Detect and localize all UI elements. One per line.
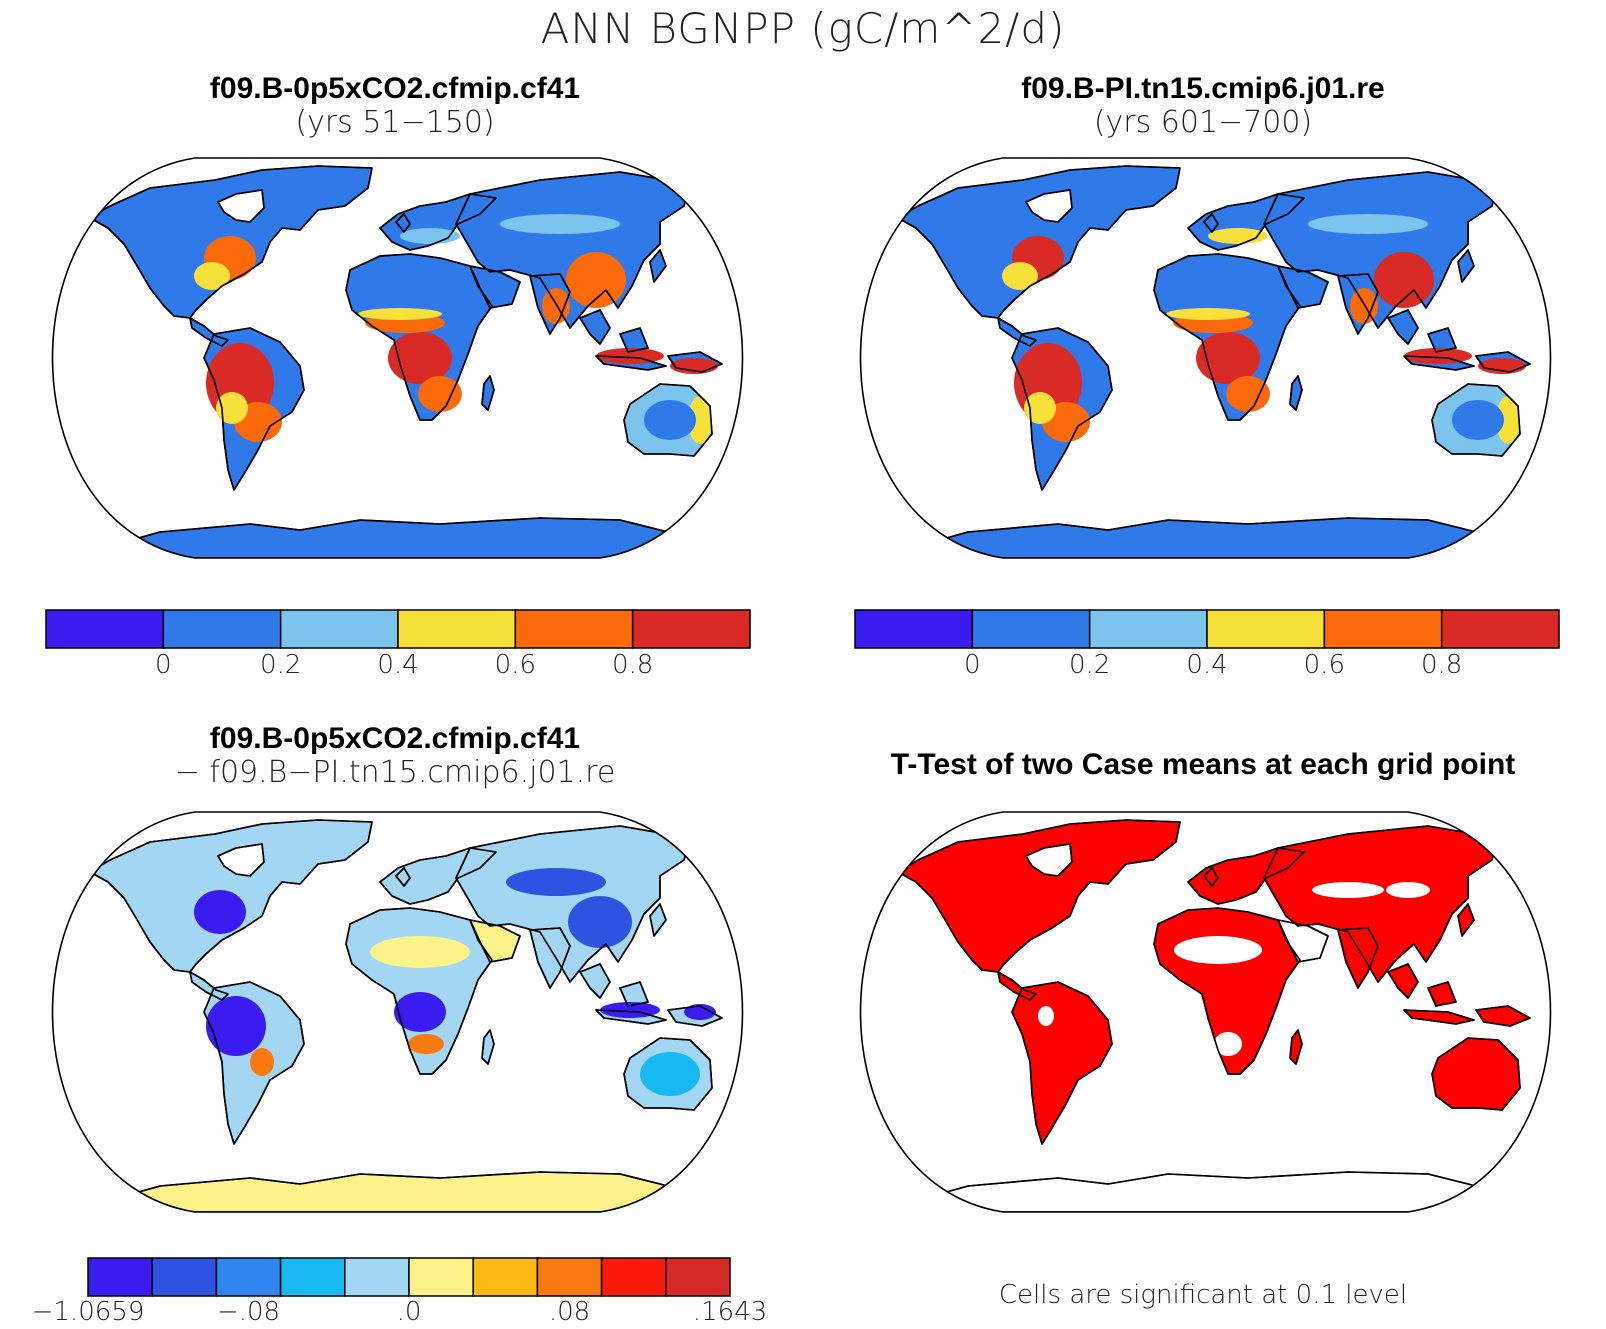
colorbar-tick-label: 0: [964, 650, 981, 680]
colorbar-swatch: [45, 609, 165, 649]
panel-case1-title-line1: f09.B-0p5xCO2.cfmip.cf41: [209, 72, 581, 105]
map-case2: [859, 157, 1552, 559]
colorbar-tick-label: 0.6: [1303, 650, 1345, 680]
colorbar-tick-label: 0.2: [259, 650, 302, 680]
colorbar-tick-label: 0.8: [611, 650, 654, 680]
map-frame: [859, 157, 1552, 559]
land-nz: [739, 1117, 743, 1143]
panel-case2-title-line2: (yrs 601−700): [1093, 105, 1313, 140]
colorbar-swatch: [279, 609, 399, 649]
colorbar-swatch: [472, 1257, 539, 1297]
colorbar-swatch: [1440, 609, 1560, 649]
colorbar-swatch: [151, 1257, 218, 1297]
colorbar-tick-label: 0.2: [1068, 650, 1111, 680]
colorbar-diff-labels: −1.0659 −.08 .0 .08 .1643: [32, 1297, 768, 1329]
colorbar-swatch: [279, 1257, 346, 1297]
colorbar-case2-labels: 0 0.2 0.4 0.6 0.8: [855, 650, 1559, 684]
colorbar-swatch: [600, 1257, 667, 1297]
colorbar-case1: [45, 609, 751, 649]
colorbar-swatch: [1206, 609, 1326, 649]
colorbar-swatch: [397, 609, 517, 649]
colorbar-tick-label: .08: [548, 1297, 591, 1327]
panel-case1-title: f09.B-0p5xCO2.cfmip.cf41 (yrs 51−150): [0, 72, 790, 140]
colorbar-tick-label: .1643: [692, 1297, 768, 1327]
colorbar-case2: [854, 609, 1560, 649]
panel-case2-title: f09.B-PI.tn15.cmip6.j01.re (yrs 601−700): [808, 72, 1598, 140]
map-frame: [859, 811, 1552, 1213]
colorbar-tick-label: 0.6: [494, 650, 536, 680]
figure-title: ANN BGNPP (gC/m^2/d): [540, 4, 1066, 53]
colorbar-swatch: [514, 609, 634, 649]
panel-diff-title: f09.B-0p5xCO2.cfmip.cf41 − f09.B−PI.tn15…: [0, 722, 790, 790]
colorbar-swatch: [536, 1257, 603, 1297]
colorbar-swatch: [665, 1257, 731, 1297]
colorbar-swatch: [215, 1257, 282, 1297]
colorbar-diff: [87, 1257, 731, 1297]
colorbar-swatch: [87, 1257, 153, 1297]
map-ttest: [859, 811, 1552, 1213]
colorbar-swatch: [854, 609, 974, 649]
colorbar-swatch: [344, 1257, 410, 1297]
colorbar-swatch: [631, 609, 751, 649]
panel-ttest-title-line1: T-Test of two Case means at each grid po…: [890, 748, 1516, 781]
panel-case1-title-line2: (yrs 51−150): [295, 105, 495, 140]
colorbar-tick-label: .0: [396, 1297, 422, 1327]
panel-diff-title-line2: − f09.B−PI.tn15.cmip6.j01.re: [174, 755, 616, 790]
panel-case2-title-line1: f09.B-PI.tn15.cmip6.j01.re: [1021, 72, 1385, 105]
colorbar-tick-label: 0.4: [377, 650, 419, 680]
ttest-note: Cells are significant at 0.1 level: [998, 1280, 1408, 1310]
colorbar-tick-label: 0: [155, 650, 172, 680]
map-case1: [51, 157, 744, 559]
land-nz: [739, 463, 743, 489]
colorbar-case1-labels: 0 0.2 0.4 0.6 0.8: [46, 650, 750, 684]
colorbar-swatch: [1323, 609, 1443, 649]
colorbar-tick-label: −1.0659: [31, 1297, 145, 1327]
panel-diff-title-line1: f09.B-0p5xCO2.cfmip.cf41: [209, 722, 581, 755]
land-nz: [1547, 463, 1551, 489]
colorbar-swatch: [162, 609, 282, 649]
map-frame: [51, 811, 744, 1213]
colorbar-swatch: [971, 609, 1091, 649]
colorbar-tick-label: 0.8: [1420, 650, 1463, 680]
colorbar-swatch: [408, 1257, 474, 1297]
colorbar-tick-label: 0.4: [1186, 650, 1228, 680]
colorbar-swatch: [1088, 609, 1208, 649]
colorbar-tick-label: −.08: [216, 1297, 281, 1327]
map-frame: [51, 157, 744, 559]
panel-ttest-title: T-Test of two Case means at each grid po…: [808, 748, 1598, 782]
land-nz: [1547, 1117, 1551, 1143]
map-diff: [51, 811, 744, 1213]
